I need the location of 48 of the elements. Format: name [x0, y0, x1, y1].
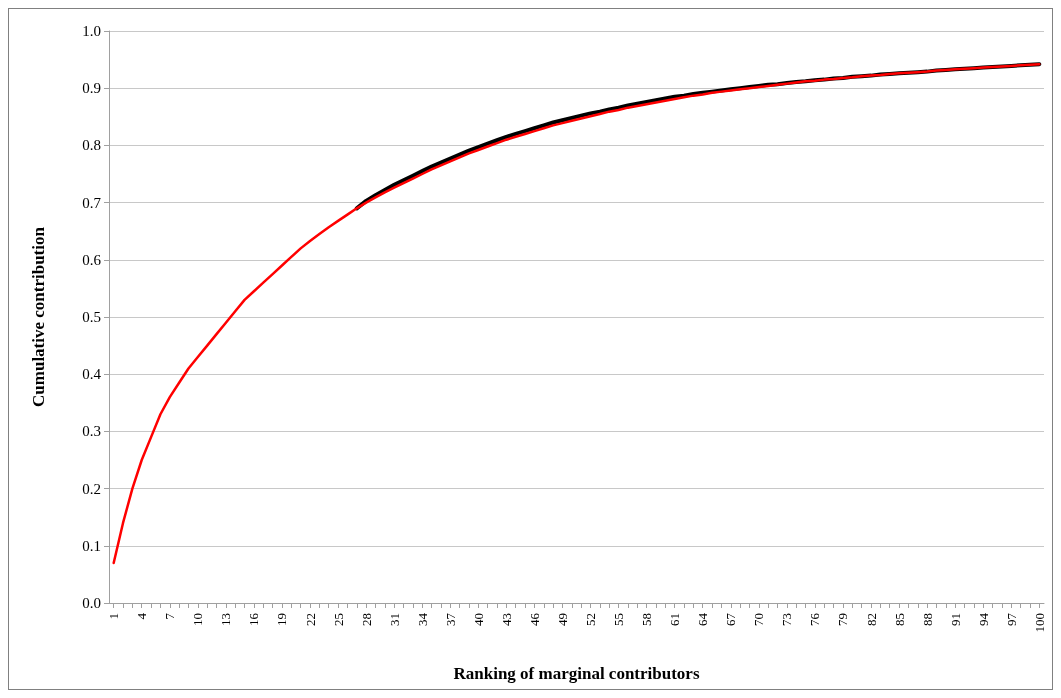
x-tick-label: 46 [526, 612, 542, 626]
x-tick-label: 28 [358, 613, 374, 626]
x-axis-title: Ranking of marginal contributors [453, 664, 700, 683]
x-tick-label: 67 [723, 612, 739, 626]
x-tick-label: 37 [442, 612, 458, 626]
x-tick-label: 43 [498, 613, 514, 626]
x-tick-label: 82 [863, 613, 879, 626]
x-tick-label: 91 [947, 613, 963, 626]
x-tick-label: 100 [1031, 613, 1047, 633]
x-tick-label: 85 [891, 613, 907, 626]
y-tick-label: 1.0 [82, 23, 101, 39]
x-tick-label: 94 [975, 612, 991, 626]
x-tick-label: 34 [414, 612, 430, 626]
x-tick-label: 97 [1003, 612, 1019, 626]
x-tick-label: 73 [779, 613, 795, 626]
x-tick-label: 52 [583, 613, 599, 626]
x-tick-label: 79 [835, 613, 851, 626]
y-tick-label: 0.2 [82, 480, 101, 497]
x-tick-label: 16 [246, 612, 262, 626]
x-tick-label: 31 [386, 613, 402, 626]
x-tick-label: 25 [330, 613, 346, 626]
y-tick-label: 0.1 [82, 537, 101, 554]
x-tick-label: 61 [667, 613, 683, 626]
x-tick-label: 19 [274, 613, 290, 626]
y-tick-label: 0.0 [82, 595, 101, 611]
x-tick-label: 13 [218, 613, 234, 626]
y-tick-label: 0.5 [82, 309, 101, 325]
x-tick-label: 58 [639, 613, 655, 626]
y-tick-label: 0.4 [82, 366, 102, 383]
x-tick-label: 10 [190, 613, 206, 626]
x-tick-label: 70 [751, 613, 767, 626]
x-tick-label: 22 [302, 613, 318, 626]
y-axis-title: Cumulative contribution [29, 226, 48, 407]
x-tick-label: 49 [554, 613, 570, 626]
x-tick-label: 55 [611, 613, 627, 626]
x-tick-label: 76 [807, 612, 823, 626]
y-tick-label: 0.6 [82, 251, 102, 268]
y-tick-label: 0.7 [82, 194, 102, 211]
y-tick-label: 0.9 [82, 80, 101, 97]
x-tick-label: 4 [134, 612, 150, 620]
y-tick-label: 0.3 [82, 423, 101, 440]
x-tick-label: 1 [106, 613, 122, 620]
line-series [112, 62, 1041, 565]
x-tick-label: 88 [919, 613, 935, 626]
x-tick-label: 7 [162, 612, 178, 620]
y-tick-label: 0.8 [82, 137, 101, 154]
x-tick-label: 64 [695, 612, 711, 626]
x-tick-label: 40 [470, 613, 486, 626]
